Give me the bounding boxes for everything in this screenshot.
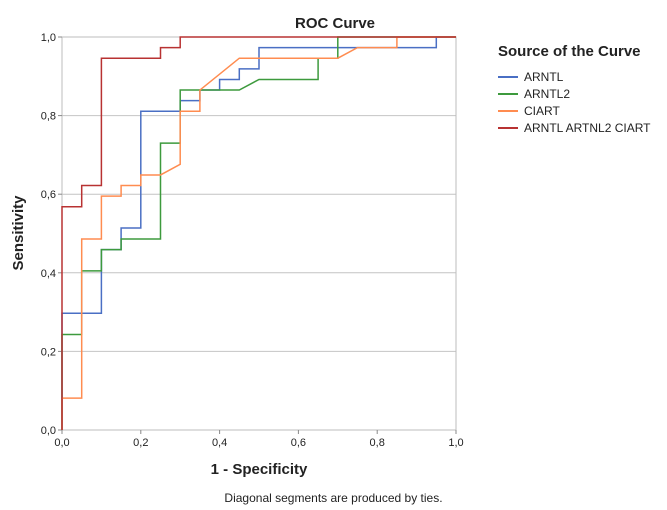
chart-title: ROC Curve bbox=[295, 15, 375, 32]
legend-label: ARNTL bbox=[524, 69, 564, 84]
y-tick-label: 0,8 bbox=[41, 111, 56, 123]
legend-swatch bbox=[498, 126, 518, 129]
legend-item: CIART bbox=[498, 102, 650, 119]
grid-lines bbox=[62, 115, 456, 352]
legend-title: Source of the Curve bbox=[498, 43, 641, 60]
legend-swatch bbox=[498, 109, 518, 112]
legend-label: CIART bbox=[524, 103, 560, 118]
series-line-1 bbox=[61, 36, 456, 430]
x-tick-label: 0,2 bbox=[133, 437, 148, 449]
series-line-4 bbox=[61, 36, 456, 430]
legend-item: ARNTL bbox=[498, 68, 650, 85]
curves bbox=[61, 36, 456, 430]
y-tick-label: 0,6 bbox=[41, 189, 56, 201]
x-axis-label: 1 - Specificity bbox=[211, 461, 308, 478]
legend-item: ARNTL2 bbox=[498, 85, 650, 102]
legend-swatch bbox=[498, 92, 518, 95]
x-tick-label: 0,6 bbox=[291, 437, 306, 449]
y-axis-label: Sensitivity bbox=[10, 195, 27, 271]
y-tick-label: 0,4 bbox=[41, 268, 56, 280]
legend-swatch bbox=[498, 75, 518, 78]
legend-label: ARNTL ARTNL2 CIART bbox=[524, 120, 651, 135]
x-axis-ticks: 0,0 0,2 0,4 0,6 0,8 1,0 bbox=[54, 430, 464, 449]
y-tick-label: 0,0 bbox=[41, 425, 56, 437]
legend-label: ARNTL2 bbox=[524, 86, 571, 101]
footnote: Diagonal segments are produced by ties. bbox=[224, 491, 443, 505]
x-tick-label: 0,0 bbox=[54, 437, 69, 449]
legend-item: ARNTL ARTNL2 CIART bbox=[498, 119, 650, 136]
y-tick-label: 1,0 bbox=[41, 32, 56, 44]
y-tick-label: 0,2 bbox=[41, 346, 56, 358]
x-tick-label: 0,4 bbox=[212, 437, 227, 449]
x-tick-label: 0,8 bbox=[370, 437, 385, 449]
series-line-3 bbox=[61, 36, 456, 430]
legend-items: ARNTL ARNTL2 CIART ARNTL ARTNL2 CIART bbox=[498, 68, 650, 136]
x-tick-label: 1,0 bbox=[448, 437, 463, 449]
y-axis-ticks: 0,0 0,2 0,4 0,6 0,8 1,0 bbox=[41, 32, 62, 437]
legend: Source of the Curve ARNTL ARNTL2 CIART ARNT… bbox=[498, 43, 650, 136]
